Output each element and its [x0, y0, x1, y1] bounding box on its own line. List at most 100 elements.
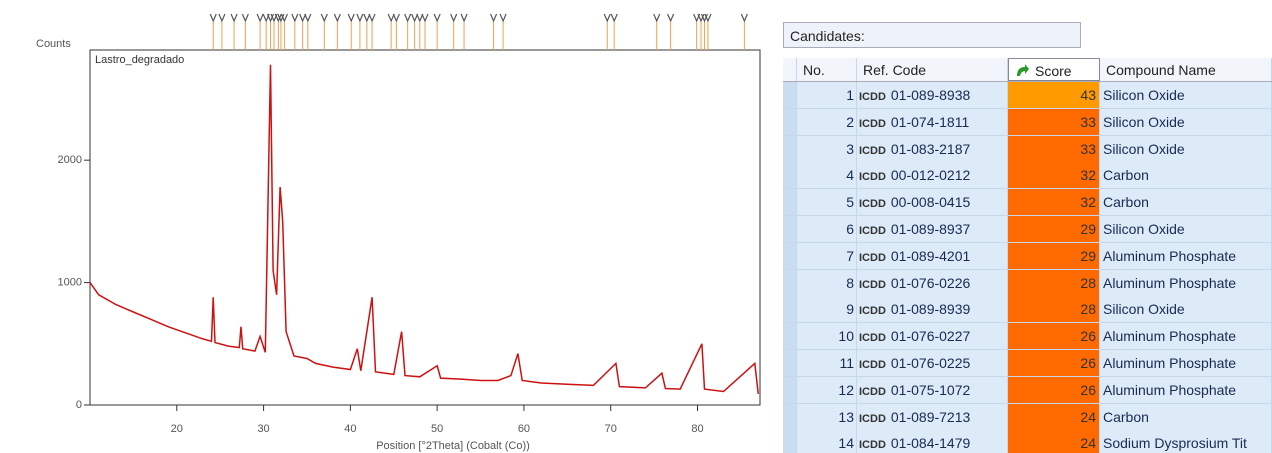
source-logo: ICDD	[859, 412, 886, 425]
reference-peak	[653, 13, 661, 50]
reference-peak	[218, 13, 226, 50]
ref-code: 01-076-0226	[890, 274, 971, 291]
compound-name: Carbon	[1100, 403, 1272, 430]
reference-peak-symbol	[411, 13, 419, 23]
table-row[interactable]: 6 ICDD 01-089-8937 29 Silicon Oxide	[783, 216, 1272, 243]
table-row[interactable]: 5 ICDD 00-008-0415 32 Carbon	[783, 189, 1272, 217]
compound-name: Aluminum Phosphate	[1100, 242, 1272, 269]
reference-peak-symbol	[320, 13, 328, 23]
compound-name: Aluminum Phosphate	[1100, 376, 1272, 403]
score-cell: 26	[1008, 350, 1100, 376]
ref-code-cell: ICDD 01-089-4201	[857, 242, 1008, 269]
row-number: 14	[797, 430, 857, 453]
reference-peak	[416, 13, 424, 50]
reference-peak-symbol	[230, 13, 238, 23]
score-cell: 24	[1008, 403, 1100, 430]
score-cell: 26	[1008, 376, 1100, 403]
reference-peak-symbol	[387, 13, 395, 23]
reference-peak	[347, 13, 355, 50]
reference-peak	[450, 13, 458, 50]
column-title: Score	[1035, 63, 1072, 79]
data-line	[89, 64, 760, 395]
score-cell: 29	[1008, 242, 1100, 269]
row-header	[783, 296, 797, 323]
column-header[interactable]: No.	[797, 58, 857, 81]
x-tick-label: 40	[344, 423, 356, 435]
reference-peak	[392, 13, 400, 50]
reference-peak	[256, 13, 264, 50]
row-header	[783, 350, 797, 376]
reference-peak-symbol	[356, 13, 364, 23]
candidates-panel: Candidates: No. Ref. Code Score Compound…	[783, 22, 1272, 453]
ref-code: 01-074-1811	[890, 113, 970, 130]
column-header[interactable]: Compound Name	[1100, 58, 1272, 81]
reference-peak	[499, 13, 507, 50]
row-header	[783, 162, 797, 189]
table-row[interactable]: 7 ICDD 01-089-4201 29 Aluminum Phosphate	[783, 242, 1272, 270]
ref-code-cell: ICDD 01-089-8939	[857, 296, 1008, 323]
table-row[interactable]: 2 ICDD 01-074-1811 33 Silicon Oxide	[783, 108, 1272, 136]
reference-peak-symbol	[667, 13, 675, 23]
table-row[interactable]: 14 ICDD 01-084-1479 24 Sodium Dysprosium Tit	[783, 430, 1272, 453]
compound-name: Sodium Dysprosium Tit	[1100, 430, 1272, 453]
row-number: 12	[797, 376, 857, 403]
reference-peak-symbol	[368, 13, 376, 23]
row-header	[783, 376, 797, 403]
ref-code-cell: ICDD 00-012-0212	[857, 162, 1008, 189]
compound-name: Aluminum Phosphate	[1100, 323, 1272, 350]
row-number: 5	[797, 189, 857, 216]
score-cell: 33	[1008, 108, 1100, 135]
reference-peak	[274, 13, 282, 50]
reference-peak-symbol	[490, 13, 498, 23]
reference-peak	[387, 13, 395, 50]
table-row[interactable]: 12 ICDD 01-075-1072 26 Aluminum Phosphate	[783, 376, 1272, 404]
reference-peak	[266, 13, 275, 50]
column-header[interactable]: Score	[1008, 58, 1100, 81]
reference-peak	[704, 13, 712, 50]
table-row[interactable]: 3 ICDD 01-083-2187 33 Silicon Oxide	[783, 135, 1272, 163]
table-row[interactable]: 4 ICDD 00-012-0212 32 Carbon	[783, 162, 1272, 190]
reference-peak	[356, 13, 364, 50]
table-row[interactable]: 13 ICDD 01-089-7213 24 Carbon	[783, 403, 1272, 431]
source-logo: ICDD	[859, 251, 886, 264]
compound-name: Aluminum Phosphate	[1100, 269, 1272, 296]
source-logo: ICDD	[859, 171, 886, 184]
reference-peak	[693, 13, 701, 50]
table-row[interactable]: 9 ICDD 01-089-8939 28 Silicon Oxide	[783, 296, 1272, 324]
reference-peak-symbol	[450, 13, 458, 23]
reference-peak	[667, 13, 675, 50]
ref-code: 00-012-0212	[890, 167, 971, 184]
reference-peak	[320, 13, 328, 50]
source-logo: ICDD	[859, 332, 886, 345]
source-logo: ICDD	[859, 385, 886, 398]
table-row[interactable]: 11 ICDD 01-076-0225 26 Aluminum Phosphate	[783, 350, 1272, 377]
score-cell: 43	[1008, 82, 1100, 108]
ref-code-cell: ICDD 01-074-1811	[857, 108, 1008, 135]
ref-code-cell: ICDD 01-089-7213	[857, 403, 1008, 430]
ref-code: 01-084-1479	[890, 435, 971, 452]
score-cell: 28	[1008, 296, 1100, 323]
reference-peak-symbol	[241, 13, 249, 23]
reference-peak	[421, 13, 429, 50]
ref-code-cell: ICDD 01-075-1072	[857, 376, 1008, 403]
reference-peak-symbol	[404, 13, 412, 23]
ref-code: 01-089-8938	[890, 87, 971, 103]
reference-peak-symbol	[421, 13, 429, 23]
row-header	[783, 323, 797, 350]
column-header[interactable]: Ref. Code	[857, 58, 1008, 81]
reference-peak	[270, 13, 278, 50]
row-number: 1	[797, 82, 857, 108]
source-logo: ICDD	[859, 278, 886, 291]
compound-name: Silicon Oxide	[1100, 108, 1272, 135]
reference-peak-symbol	[416, 13, 424, 23]
x-tick-label: 30	[257, 423, 269, 435]
table-row[interactable]: 1 ICDD 01-089-8938 43 Silicon Oxide	[783, 82, 1272, 109]
table-row[interactable]: 8 ICDD 01-076-0226 28 Aluminum Phosphate	[783, 269, 1272, 297]
row-header	[783, 135, 797, 162]
score-cell: 24	[1008, 430, 1100, 453]
reference-peak-symbol	[603, 13, 611, 23]
reference-peak	[209, 13, 217, 50]
table-row[interactable]: 10 ICDD 01-076-0227 26 Aluminum Phosphate	[783, 323, 1272, 351]
row-number: 10	[797, 323, 857, 350]
